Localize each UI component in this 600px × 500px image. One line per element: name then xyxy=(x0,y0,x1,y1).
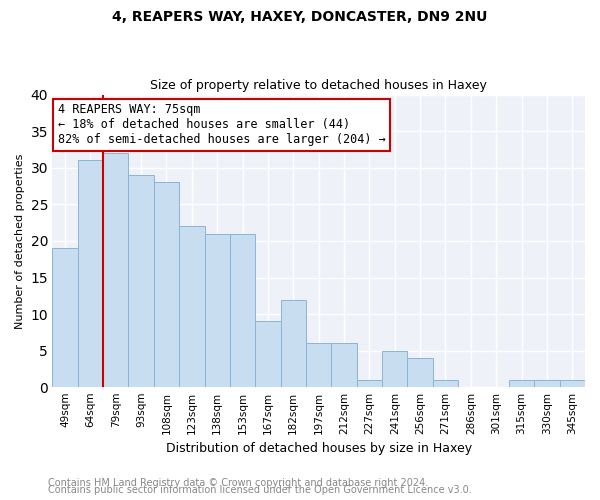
Bar xyxy=(407,358,433,388)
Bar xyxy=(205,234,230,388)
Text: Contains public sector information licensed under the Open Government Licence v3: Contains public sector information licen… xyxy=(48,485,472,495)
Bar xyxy=(255,322,281,388)
Bar xyxy=(382,351,407,388)
Text: Contains HM Land Registry data © Crown copyright and database right 2024.: Contains HM Land Registry data © Crown c… xyxy=(48,478,428,488)
Bar xyxy=(103,153,128,388)
X-axis label: Distribution of detached houses by size in Haxey: Distribution of detached houses by size … xyxy=(166,442,472,455)
Text: 4 REAPERS WAY: 75sqm
← 18% of detached houses are smaller (44)
82% of semi-detac: 4 REAPERS WAY: 75sqm ← 18% of detached h… xyxy=(58,104,385,146)
Bar xyxy=(128,175,154,388)
Bar xyxy=(433,380,458,388)
Bar xyxy=(281,300,306,388)
Bar xyxy=(534,380,560,388)
Bar xyxy=(306,344,331,388)
Bar xyxy=(560,380,585,388)
Bar xyxy=(179,226,205,388)
Title: Size of property relative to detached houses in Haxey: Size of property relative to detached ho… xyxy=(150,79,487,92)
Bar xyxy=(357,380,382,388)
Y-axis label: Number of detached properties: Number of detached properties xyxy=(15,154,25,328)
Bar xyxy=(509,380,534,388)
Bar xyxy=(230,234,255,388)
Bar xyxy=(331,344,357,388)
Bar xyxy=(78,160,103,388)
Bar xyxy=(52,248,78,388)
Text: 4, REAPERS WAY, HAXEY, DONCASTER, DN9 2NU: 4, REAPERS WAY, HAXEY, DONCASTER, DN9 2N… xyxy=(112,10,488,24)
Bar xyxy=(154,182,179,388)
